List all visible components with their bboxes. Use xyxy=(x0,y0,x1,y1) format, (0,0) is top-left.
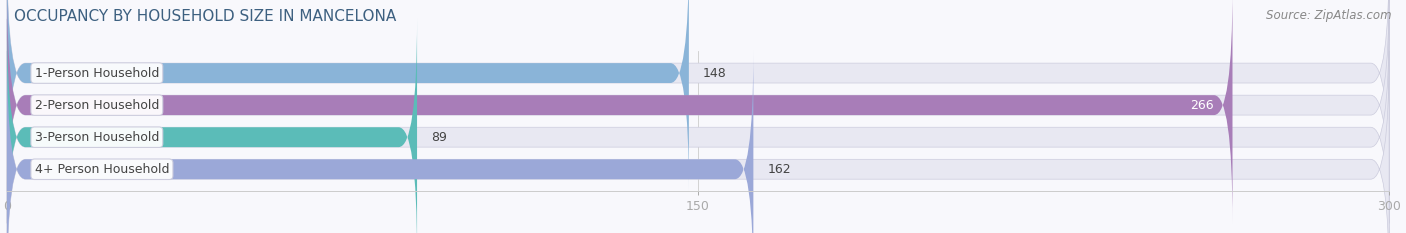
Text: 89: 89 xyxy=(430,131,447,144)
FancyBboxPatch shape xyxy=(7,0,689,191)
Text: 148: 148 xyxy=(703,67,727,79)
Text: 3-Person Household: 3-Person Household xyxy=(35,131,159,144)
Text: 162: 162 xyxy=(768,163,790,176)
FancyBboxPatch shape xyxy=(7,0,1233,223)
Text: OCCUPANCY BY HOUSEHOLD SIZE IN MANCELONA: OCCUPANCY BY HOUSEHOLD SIZE IN MANCELONA xyxy=(14,9,396,24)
Text: 4+ Person Household: 4+ Person Household xyxy=(35,163,169,176)
FancyBboxPatch shape xyxy=(7,51,754,233)
Text: 266: 266 xyxy=(1191,99,1213,112)
FancyBboxPatch shape xyxy=(7,19,1389,233)
Text: Source: ZipAtlas.com: Source: ZipAtlas.com xyxy=(1267,9,1392,22)
Text: 1-Person Household: 1-Person Household xyxy=(35,67,159,79)
FancyBboxPatch shape xyxy=(7,0,1389,223)
Text: 2-Person Household: 2-Person Household xyxy=(35,99,159,112)
FancyBboxPatch shape xyxy=(7,0,1389,191)
FancyBboxPatch shape xyxy=(7,19,418,233)
FancyBboxPatch shape xyxy=(7,51,1389,233)
